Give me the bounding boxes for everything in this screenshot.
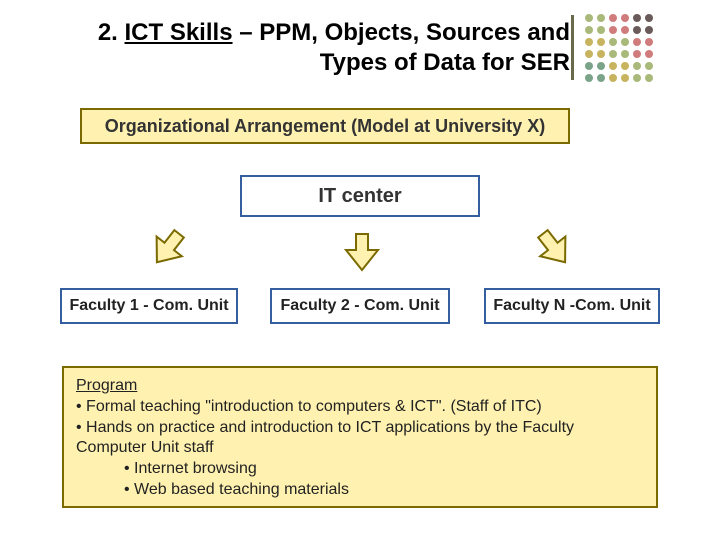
program-sub-bullet: • Internet browsing: [76, 459, 644, 480]
decorative-dot: [609, 74, 617, 82]
faculty-node-box: Faculty 1 - Com. Unit: [60, 288, 238, 324]
root-node-label: IT center: [318, 185, 401, 208]
decorative-dot: [633, 14, 641, 22]
title-rest: – PPM, Objects, Sources and Types of Dat…: [233, 19, 570, 76]
subheading-box: Organizational Arrangement (Model at Uni…: [80, 108, 570, 144]
decorative-dot: [597, 38, 605, 46]
decorative-dot: [609, 50, 617, 58]
decorative-dot: [585, 26, 593, 34]
faculty-node-label: Faculty N -Com. Unit: [493, 297, 650, 315]
decorative-dot: [645, 62, 653, 70]
decorative-dot: [633, 38, 641, 46]
decorative-dot: [597, 62, 605, 70]
decorative-dot: [585, 50, 593, 58]
program-box: Program • Formal teaching "introduction …: [62, 366, 658, 508]
faculty-node-box: Faculty N -Com. Unit: [484, 288, 660, 324]
decorative-dot-grid: [585, 14, 657, 86]
decorative-dot: [597, 26, 605, 34]
decorative-dot: [621, 14, 629, 22]
decorative-dot: [645, 74, 653, 82]
decorative-dot: [645, 14, 653, 22]
subheading-text: Organizational Arrangement (Model at Uni…: [105, 116, 545, 137]
decorative-dot: [609, 38, 617, 46]
faculty-node-label: Faculty 2 - Com. Unit: [280, 297, 439, 315]
decorative-dot: [633, 74, 641, 82]
decorative-dot: [633, 62, 641, 70]
decorative-dot: [633, 50, 641, 58]
program-bullet: • Hands on practice and introduction to …: [76, 418, 644, 460]
title-divider-bar: [571, 15, 574, 80]
decorative-dot: [621, 26, 629, 34]
faculty-node-label: Faculty 1 - Com. Unit: [69, 297, 228, 315]
decorative-dot: [597, 14, 605, 22]
decorative-dot: [585, 14, 593, 22]
program-bullets: • Formal teaching "introduction to compu…: [76, 397, 644, 501]
decorative-dot: [609, 62, 617, 70]
root-node-box: IT center: [240, 175, 480, 217]
title-underline: ICT Skills: [125, 19, 233, 46]
down-arrow-icon: [142, 221, 195, 275]
decorative-dot: [621, 62, 629, 70]
decorative-dot: [597, 50, 605, 58]
program-sub-bullet: • Web based teaching materials: [76, 480, 644, 501]
title-number: 2.: [98, 19, 125, 46]
program-bullet: • Formal teaching "introduction to compu…: [76, 397, 644, 418]
decorative-dot: [645, 50, 653, 58]
decorative-dot: [597, 74, 605, 82]
decorative-dot: [633, 26, 641, 34]
decorative-dot: [645, 26, 653, 34]
decorative-dot: [645, 38, 653, 46]
decorative-dot: [585, 62, 593, 70]
decorative-dot: [609, 14, 617, 22]
slide-title: 2. ICT Skills – PPM, Objects, Sources an…: [90, 18, 570, 78]
decorative-dot: [585, 74, 593, 82]
decorative-dot: [609, 26, 617, 34]
decorative-dot: [621, 38, 629, 46]
decorative-dot: [621, 74, 629, 82]
program-title: Program: [76, 376, 644, 397]
decorative-dot: [585, 38, 593, 46]
down-arrow-icon: [344, 232, 380, 272]
down-arrow-icon: [528, 221, 581, 275]
faculty-node-box: Faculty 2 - Com. Unit: [270, 288, 450, 324]
decorative-dot: [621, 50, 629, 58]
